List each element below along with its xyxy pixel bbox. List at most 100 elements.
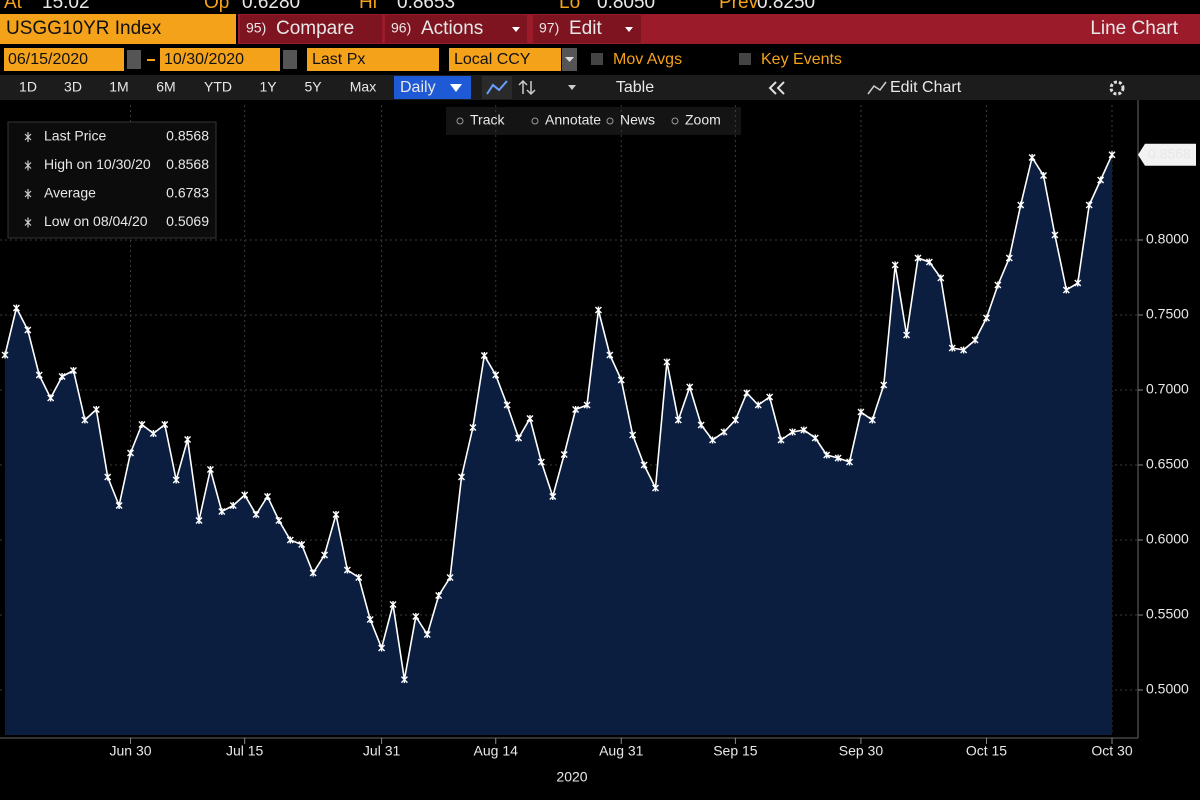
field-box[interactable] — [307, 48, 439, 71]
point-marker — [1, 351, 9, 359]
point-marker — [617, 376, 625, 384]
point-marker — [731, 416, 739, 424]
tool-button[interactable]: News — [620, 112, 655, 128]
point-marker — [309, 569, 317, 577]
menu-button[interactable] — [240, 15, 382, 43]
dropdown-arrow[interactable] — [568, 85, 576, 90]
point-marker — [1040, 172, 1048, 179]
end-date-box[interactable] — [160, 48, 280, 71]
point-marker — [480, 352, 488, 359]
start-date: 06/15/2020 — [8, 51, 88, 68]
y-tick-label: 0.8000 — [1146, 231, 1189, 247]
x-axis-label: 2020 — [556, 769, 587, 785]
legend-value: 0.8568 — [166, 156, 209, 172]
point-marker — [971, 336, 979, 344]
period-button[interactable]: 3D — [64, 79, 82, 95]
menu-button[interactable] — [385, 15, 527, 43]
menu-number: 97) — [539, 20, 559, 36]
dropdown-arrow — [450, 84, 462, 92]
header-value: 0.6280 — [242, 0, 300, 13]
point-marker — [697, 421, 705, 429]
currency-box[interactable] — [449, 48, 561, 71]
point-marker — [652, 484, 659, 492]
point-marker — [903, 331, 911, 339]
point-marker — [834, 454, 842, 462]
menu-number: 95) — [246, 20, 266, 36]
point-marker — [412, 613, 420, 620]
icon-line — [486, 80, 508, 95]
view-title: Line Chart — [1090, 18, 1178, 39]
start-date-box[interactable] — [4, 48, 124, 71]
point-marker — [811, 434, 819, 442]
period-button[interactable]: Max — [350, 79, 376, 95]
area — [5, 154, 1112, 736]
checkbox[interactable] — [591, 53, 603, 65]
point-marker — [549, 493, 557, 500]
field: Last Px — [312, 51, 365, 68]
tool-icon — [456, 117, 464, 125]
legend-label: Last Price — [44, 128, 106, 144]
period-button[interactable]: 6M — [156, 79, 175, 95]
collapse-icon[interactable] — [768, 81, 785, 95]
last-price-label: 0.8568 — [1148, 146, 1191, 162]
point-marker — [321, 551, 329, 559]
legend-label: Low on 08/04/20 — [44, 213, 148, 229]
point-marker — [355, 574, 363, 581]
point-marker — [92, 406, 100, 413]
tool-button[interactable]: Zoom — [685, 112, 721, 128]
tool-button[interactable]: Track — [470, 112, 505, 128]
dropdown-arrow — [512, 27, 520, 32]
point-marker — [777, 436, 785, 444]
point-marker — [58, 373, 66, 380]
settings-icon[interactable] — [1109, 80, 1125, 96]
point-marker — [925, 258, 933, 266]
period-button[interactable]: 1Y — [259, 79, 277, 95]
point-marker — [252, 511, 260, 518]
period-button[interactable]: 5Y — [304, 79, 322, 95]
point-marker — [184, 436, 192, 443]
edit-chart-icon — [867, 81, 887, 95]
calendar-icon[interactable] — [127, 50, 141, 69]
tool-icon — [531, 117, 539, 125]
period-button[interactable]: YTD — [204, 79, 232, 95]
checkbox[interactable] — [739, 53, 751, 65]
point-marker — [960, 346, 968, 354]
menu-label: Edit — [569, 18, 602, 39]
point-marker — [674, 416, 682, 424]
point-marker — [218, 508, 226, 515]
header-value: 0.8250 — [757, 0, 815, 13]
point-marker — [800, 426, 808, 434]
y-tick-label: 0.6000 — [1146, 531, 1189, 547]
period-button[interactable]: 1D — [19, 79, 37, 95]
sort-icon[interactable] — [518, 79, 536, 96]
menu-label: Actions — [421, 18, 483, 39]
x-tick-label: Aug 31 — [599, 743, 644, 759]
point-marker — [663, 358, 671, 366]
tool-button[interactable]: Annotate — [545, 112, 601, 128]
point-marker — [937, 274, 945, 282]
x-tick-label: Sep 30 — [839, 743, 884, 759]
menu-button[interactable] — [533, 15, 641, 43]
edit-chart[interactable]: Edit Chart — [890, 79, 962, 96]
legend-symbol — [24, 132, 32, 142]
point-marker — [423, 631, 431, 638]
period-button[interactable]: 1M — [109, 79, 128, 95]
end-date: 10/30/2020 — [164, 51, 244, 68]
point-marker — [81, 416, 89, 424]
point-marker — [446, 574, 454, 581]
y-tick-label: 0.5000 — [1146, 681, 1189, 697]
point-marker — [286, 536, 294, 544]
y-tick-label: 0.6500 — [1146, 456, 1189, 472]
calendar-icon[interactable] — [283, 50, 297, 69]
header-label: Hi — [359, 0, 377, 13]
legend-symbol — [24, 217, 32, 228]
tool-icon — [606, 117, 614, 125]
table-button[interactable]: Table — [616, 79, 654, 96]
point-marker — [435, 592, 443, 599]
legend-value: 0.6783 — [166, 185, 209, 201]
frequency-button[interactable] — [394, 76, 471, 99]
ticker-box[interactable] — [0, 14, 236, 44]
legend-value: 0.8568 — [166, 128, 209, 144]
point-marker — [1005, 254, 1013, 262]
x-tick-label: Sep 15 — [713, 743, 758, 759]
